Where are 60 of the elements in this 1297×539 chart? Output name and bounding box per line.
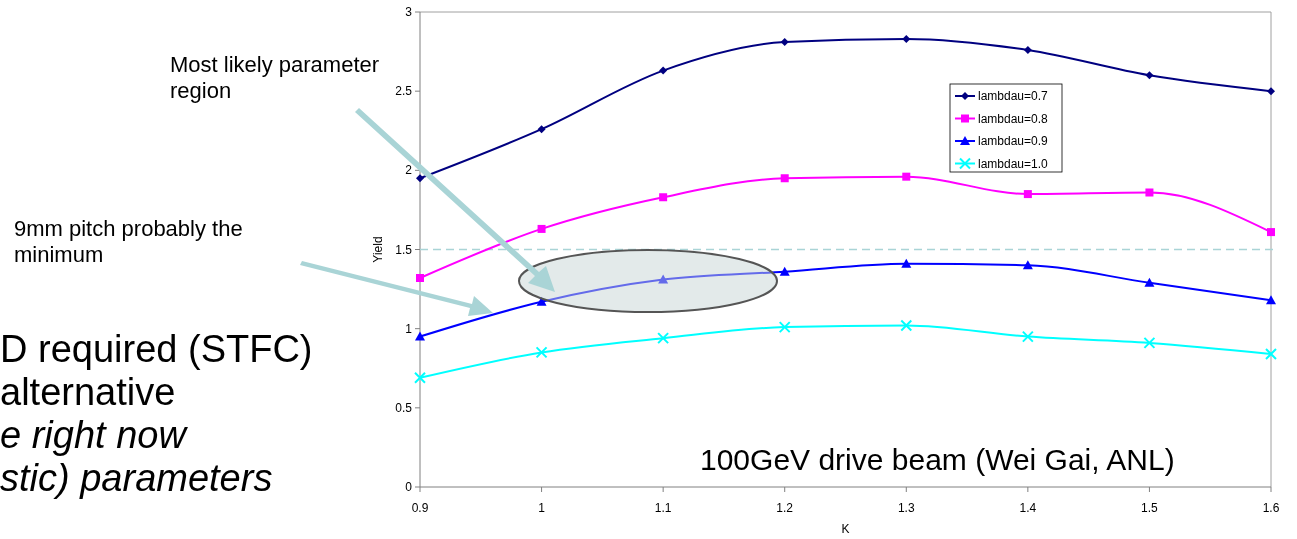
point	[1023, 46, 1032, 54]
point	[1145, 71, 1154, 80]
point	[535, 346, 548, 359]
x-tick-label: 1.3	[897, 501, 915, 515]
legend-label: lambdau=0.7	[978, 89, 1049, 103]
point	[657, 332, 670, 345]
point	[780, 38, 789, 47]
point	[658, 274, 669, 284]
point	[1267, 228, 1275, 237]
text: alternative	[0, 371, 176, 413]
point	[1144, 277, 1155, 287]
y-tick-label: 2.5	[395, 84, 413, 99]
x-tick-label: 1.5	[1141, 501, 1159, 515]
point	[416, 274, 424, 282]
point	[1266, 295, 1276, 305]
annotation: 100GeV drive beam (Wei Gai, ANL)	[700, 443, 1175, 476]
point	[902, 34, 911, 43]
x-tick-label: 1.1	[654, 501, 672, 515]
point	[1021, 330, 1034, 343]
y-tick-label: 0	[405, 480, 413, 494]
point	[900, 319, 913, 332]
x-tick-label: 1	[538, 501, 546, 515]
point	[779, 266, 790, 276]
y-tick-label: 0.5	[395, 400, 413, 415]
legend-label: lambdau=0.8	[978, 111, 1049, 126]
point	[659, 193, 668, 202]
text: 9mm pitch probably the minimum	[14, 216, 243, 267]
y-tick-label: 2	[405, 163, 413, 178]
point	[780, 174, 789, 183]
y-tick-label: 3	[405, 5, 413, 19]
point	[537, 224, 546, 233]
text: e right now	[0, 414, 189, 456]
x-tick-label: 1.6	[1262, 501, 1280, 515]
legend-label: lambdau=0.9	[978, 134, 1049, 148]
x-tick-label: 1.4	[1019, 501, 1037, 515]
x-axis-title: K	[841, 522, 850, 536]
point	[416, 174, 424, 183]
point	[902, 172, 911, 181]
y-axis-title: Yield	[371, 236, 385, 263]
point	[778, 321, 791, 334]
point	[1143, 336, 1156, 349]
point	[1145, 188, 1154, 197]
x-tick-label: 1.2	[776, 501, 794, 515]
point	[415, 331, 425, 341]
text: stic) parameters	[0, 457, 273, 499]
legend-label: lambdau=1.0	[978, 156, 1049, 171]
point	[1022, 260, 1033, 270]
y-tick-label: 1.5	[395, 242, 413, 257]
x-tick-label: 0.9	[411, 501, 429, 515]
point	[901, 258, 912, 268]
text: Most likely parameter region	[170, 52, 380, 103]
point	[536, 296, 547, 306]
text: D required (STFC)	[0, 328, 313, 370]
point	[1265, 348, 1277, 360]
point	[659, 66, 668, 75]
point	[537, 125, 546, 134]
y-tick-label: 1	[405, 321, 413, 336]
point	[1023, 190, 1032, 199]
point	[414, 371, 426, 384]
point	[1267, 87, 1275, 96]
